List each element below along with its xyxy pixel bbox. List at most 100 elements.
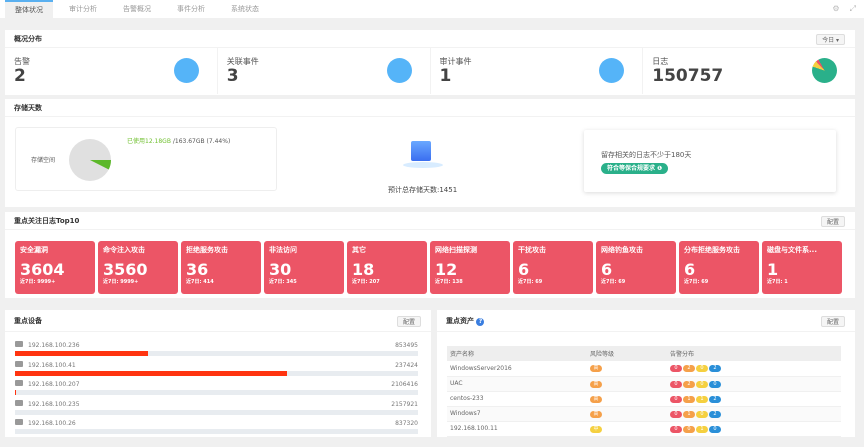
asset-name: centos-233: [447, 391, 587, 407]
device-row[interactable]: 192.168.100.207 2106416: [15, 380, 418, 395]
alert-count-badge: 2: [709, 395, 721, 403]
stat-card[interactable]: 告警 2: [5, 48, 218, 94]
top10-tile[interactable]: 分布拒绝服务攻击 6 近7日: 69: [679, 241, 759, 294]
week-value: 69: [535, 279, 543, 285]
stat-value: 3: [226, 66, 239, 86]
tile-name: 网络钓鱼攻击: [601, 246, 643, 254]
stat-value: 2: [14, 66, 26, 86]
top10-tile[interactable]: 安全漏洞 3604 近7日: 9999+: [15, 241, 95, 294]
tab-0[interactable]: 整体状况: [5, 0, 53, 18]
stat-card[interactable]: 日志 150757: [643, 48, 855, 94]
device-ip: 192.168.100.41: [15, 360, 418, 369]
stat-card[interactable]: 关联事件 3: [218, 48, 431, 94]
stat-label: 日志: [652, 57, 669, 66]
week-value: 414: [203, 279, 214, 285]
gear-icon[interactable]: ⚙: [832, 4, 840, 13]
tile-week: 近7日: 69: [518, 278, 588, 285]
stat-value: 150757: [652, 66, 724, 86]
top10-tile[interactable]: 网络钓鱼攻击 6 近7日: 69: [596, 241, 676, 294]
stat-card[interactable]: 审计事件 1: [431, 48, 644, 94]
table-row[interactable]: centos-233 高 0 1 1 2: [447, 391, 841, 407]
tab-2[interactable]: 告警概况: [123, 5, 151, 13]
folder-illustration-icon: [403, 129, 443, 169]
tile-value: 12: [435, 260, 458, 279]
alert-count-badge: 2: [709, 365, 721, 373]
pie-used: [90, 160, 111, 170]
table-row[interactable]: WindowsServer2016 高 0 2 0 2: [447, 361, 841, 377]
asset-name: UAC: [447, 376, 587, 392]
stat-label: 审计事件: [439, 57, 472, 66]
devices-config-button[interactable]: 配置: [396, 316, 421, 327]
top10-tile[interactable]: 干扰攻击 6 近7日: 69: [513, 241, 593, 294]
alert-count-badge: 0: [670, 425, 682, 433]
stat-value: 1: [439, 66, 452, 86]
column-header: 资产名称: [447, 346, 587, 361]
assets-title: 重点资产 ?: [437, 310, 855, 332]
top10-tile[interactable]: 网络扫描探测 12 近7日: 138: [430, 241, 510, 294]
alert-count-badge: 0: [670, 380, 682, 388]
alert-count-badge: 0: [696, 380, 708, 388]
tile-value: 18: [352, 260, 375, 279]
tile-week: 近7日: 345: [269, 278, 339, 285]
risk-cell: 高: [587, 376, 667, 392]
risk-cell: 高: [587, 391, 667, 407]
overview-card: 概况分布 今日 ▾ 告警 2 关联事件 3 审计事件 1 日志 150757: [5, 30, 855, 95]
table-row[interactable]: Windows7 高 0 1 0 2: [447, 406, 841, 422]
expand-icon[interactable]: ⤢: [849, 4, 856, 13]
top10-tile[interactable]: 拒绝服务攻击 36 近7日: 414: [181, 241, 261, 294]
week-value: 138: [452, 279, 463, 285]
asset-name: Windows7: [447, 406, 587, 422]
device-row[interactable]: 192.168.100.41 237424: [15, 360, 418, 376]
week-label: 近7日:: [601, 279, 617, 285]
log-pie: [812, 58, 837, 83]
device-count: 853495: [395, 342, 418, 349]
risk-badge: 高: [590, 395, 602, 403]
tile-week: 近7日: 69: [601, 278, 671, 285]
stat-pie: [386, 58, 412, 83]
tile-name: 其它: [352, 246, 366, 254]
week-label: 近7日:: [352, 279, 368, 285]
week-value: 69: [701, 279, 709, 285]
tab-4[interactable]: 系统状态: [231, 5, 259, 13]
compliance-badge[interactable]: 符合等保合规要求 ❶: [601, 163, 669, 174]
storage-total: /163.67GB (7.44%): [170, 138, 231, 145]
risk-cell: 中: [587, 421, 667, 437]
tile-name: 磁盘与文件系...: [767, 246, 817, 254]
assets-config-button[interactable]: 配置: [820, 316, 845, 327]
top10-config-button[interactable]: 配置: [820, 216, 845, 227]
device-count: 237424: [395, 361, 418, 369]
table-row[interactable]: UAC 高 0 2 0 0: [447, 376, 841, 392]
week-value: 69: [618, 279, 626, 285]
alert-count-badge: 2: [709, 410, 721, 418]
table-row[interactable]: 192.168.100.11 中 0 0 1 0: [447, 421, 841, 437]
tab-3[interactable]: 事件分析: [177, 5, 205, 13]
storage-card: 存储天数 存储空间 已使用12.18GB /163.67GB (7.44%) 预…: [5, 99, 855, 207]
device-bar-fill: [15, 351, 148, 356]
device-row[interactable]: 192.168.100.236 853495: [15, 341, 418, 356]
storage-used: 已使用12.18GB: [127, 138, 171, 145]
week-label: 近7日:: [684, 279, 700, 285]
assets-title-text: 重点资产: [446, 317, 474, 325]
tile-week: 近7日: 138: [435, 278, 505, 285]
device-row[interactable]: 192.168.100.26 837320: [15, 419, 418, 434]
tile-week: 近7日: 207: [352, 278, 422, 285]
alert-count-badge: 0: [683, 425, 695, 433]
tab-bar: 整体状况 审计分析 告警概况 事件分析 系统状态: [0, 0, 864, 18]
top10-tile[interactable]: 其它 18 近7日: 207: [347, 241, 427, 294]
tab-1[interactable]: 审计分析: [69, 5, 97, 13]
help-icon[interactable]: ?: [476, 318, 485, 326]
top10-tile[interactable]: 磁盘与文件系... 1 近7日: 1: [762, 241, 842, 294]
range-select[interactable]: 今日 ▾: [816, 34, 845, 45]
top10-tile[interactable]: 命令注入攻击 3560 近7日: 9999+: [98, 241, 178, 294]
toolbar: ⚙ ⤢: [832, 4, 856, 14]
tile-week: 近7日: 9999+: [20, 278, 90, 285]
storage-space-box: 存储空间 已使用12.18GB /163.67GB (7.44%): [15, 127, 277, 191]
risk-badge: 中: [590, 425, 602, 433]
tile-value: 36: [186, 260, 209, 279]
top10-tile[interactable]: 非法访问 30 近7日: 345: [264, 241, 344, 294]
device-row[interactable]: 192.168.100.235 2157921: [15, 399, 418, 415]
week-label: 近7日:: [20, 279, 36, 285]
devices-title: 重点设备: [5, 310, 431, 332]
